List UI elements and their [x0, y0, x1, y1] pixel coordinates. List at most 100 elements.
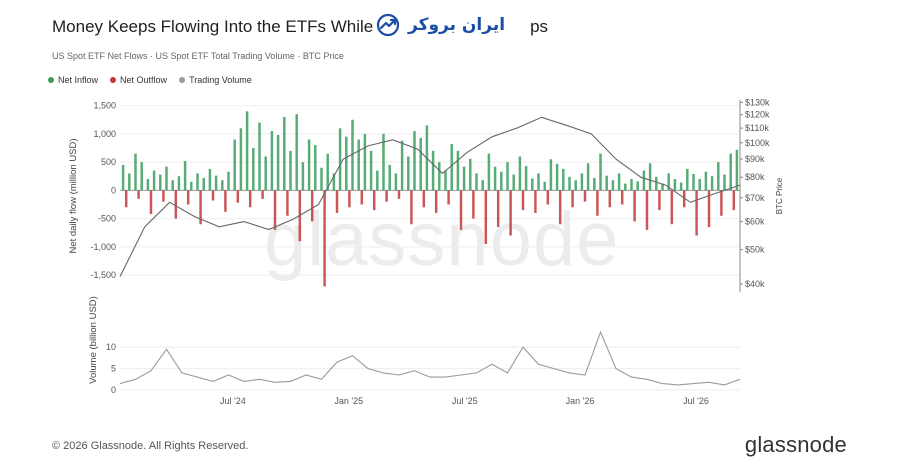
volume-line: [119, 330, 741, 386]
overlay-logo-text: ایران بروکر: [408, 15, 506, 35]
outflow-bar: [732, 190, 736, 211]
inflow-bar: [462, 166, 466, 191]
volume-axes: 10 5 0 Volume (billion USD) Jul '24 Jan '25 Ju…: [88, 296, 709, 406]
outflow-bar: [583, 190, 587, 202]
legend-item-net-outflow[interactable]: Net Outflow: [110, 75, 167, 85]
outflow-bar: [410, 190, 413, 225]
inflow-bar: [270, 131, 274, 191]
outflow-bar: [670, 190, 674, 225]
inflow-bar: [140, 162, 143, 191]
inflow-bar: [159, 174, 162, 191]
outflow-bar: [447, 190, 450, 205]
inflow-bar: [388, 164, 391, 191]
flow-y-tick-label: -1,000: [90, 242, 116, 252]
price-tick-label: $90k: [745, 154, 765, 164]
inflow-bar: [307, 139, 311, 191]
inflow-bar: [407, 156, 410, 191]
chart-title-left: Money Keeps Flowing Into the ETFs While …: [52, 17, 389, 37]
outflow-bar: [124, 190, 128, 208]
inflow-bar: [289, 150, 292, 191]
outflow-bar: [571, 190, 574, 208]
inflow-bar: [332, 173, 336, 191]
outflow-bar: [472, 190, 475, 219]
inflow-bar: [295, 114, 298, 191]
inflow-bar: [233, 139, 236, 191]
inflow-bar: [617, 173, 621, 191]
flow-y-tick-label: 500: [101, 157, 116, 167]
outflow-bar: [459, 190, 463, 230]
btc-price-path: [119, 116, 741, 277]
legend-item-trading-volume[interactable]: Trading Volume: [179, 75, 252, 85]
legend-dot-trading-volume: [179, 77, 186, 83]
inflow-bar: [121, 164, 125, 191]
outflow-bar: [236, 190, 240, 203]
inflow-bar: [717, 162, 720, 191]
inflow-bar: [351, 119, 354, 191]
inflow-bar: [692, 173, 695, 191]
outflow-bar: [695, 190, 698, 236]
inflow-bar: [190, 181, 193, 191]
legend-item-net-inflow[interactable]: Net Inflow: [48, 75, 98, 85]
price-axis-label: BTC Price: [775, 177, 784, 214]
inflow-bar: [450, 144, 453, 191]
inflow-bar: [208, 168, 212, 191]
inflow-bar: [177, 176, 181, 191]
inflow-bar: [444, 170, 447, 191]
inflow-bar: [624, 183, 627, 191]
volume-grid: [120, 346, 740, 391]
inflow-bar: [369, 150, 373, 191]
inflow-bar: [202, 177, 205, 191]
outflow-bar: [174, 190, 178, 219]
flow-axes: 1,500 1,000 500 0 -500 -1,000 -1,500 Net daily …: [68, 97, 784, 292]
chart-title: Money Keeps Flowing Into the ETFs While …: [52, 17, 548, 37]
inflow-bar: [128, 173, 131, 191]
copyright-text: © 2026 Glassnode. All Rights Reserved.: [52, 440, 249, 452]
inflow-bar: [239, 128, 243, 191]
inflow-bar: [648, 163, 652, 191]
legend-label-net-outflow: Net Outflow: [120, 75, 168, 85]
inflow-bar: [183, 160, 187, 191]
inflow-bar: [549, 159, 553, 191]
outflow-bar: [707, 190, 711, 228]
inflow-bar: [345, 136, 348, 191]
inflow-bar: [301, 162, 305, 191]
outflow-bar: [546, 190, 550, 205]
outflow-bar: [558, 190, 562, 225]
inflow-bar: [636, 181, 639, 191]
inflow-bar: [431, 150, 435, 191]
price-tick-label: $120k: [745, 110, 770, 120]
x-tick-label: Jul '26: [683, 396, 709, 406]
outflow-bar: [720, 190, 723, 216]
inflow-bar: [196, 173, 199, 191]
outflow-bar: [360, 190, 364, 205]
broker-logo-icon: [376, 13, 400, 37]
price-tick-label: $80k: [745, 172, 765, 182]
legend: Net Inflow Net Outflow Trading Volume: [48, 75, 252, 85]
inflow-bar: [326, 153, 329, 191]
outflow-bar: [422, 190, 426, 208]
outflow-bar: [348, 190, 351, 208]
inflow-bar: [171, 180, 174, 191]
inflow-bar: [710, 176, 714, 191]
overlay-logo: ایران بروکر: [376, 8, 518, 42]
inflow-bar: [258, 122, 261, 191]
inflow-bar: [165, 166, 168, 191]
inflow-bar: [723, 174, 726, 191]
outflow-bar: [261, 190, 264, 199]
outflow-bar: [137, 190, 140, 199]
outflow-bar: [608, 190, 612, 208]
inflow-bar: [667, 173, 670, 191]
volume-y-axis-label: Volume (billion USD): [88, 296, 99, 384]
outflow-bar: [335, 190, 339, 213]
inflow-bar: [493, 166, 497, 191]
inflow-bar: [314, 145, 317, 191]
inflow-bar: [438, 162, 441, 191]
flow-y-tick-label: 1,500: [93, 101, 116, 111]
outflow-bar: [620, 190, 624, 205]
chart-subtitle: US Spot ETF Net Flows · US Spot ETF Tota…: [52, 51, 344, 61]
inflow-bar: [134, 153, 137, 191]
inflow-bar: [574, 180, 577, 191]
inflow-bar: [283, 116, 286, 191]
inflow-bar: [630, 179, 633, 191]
